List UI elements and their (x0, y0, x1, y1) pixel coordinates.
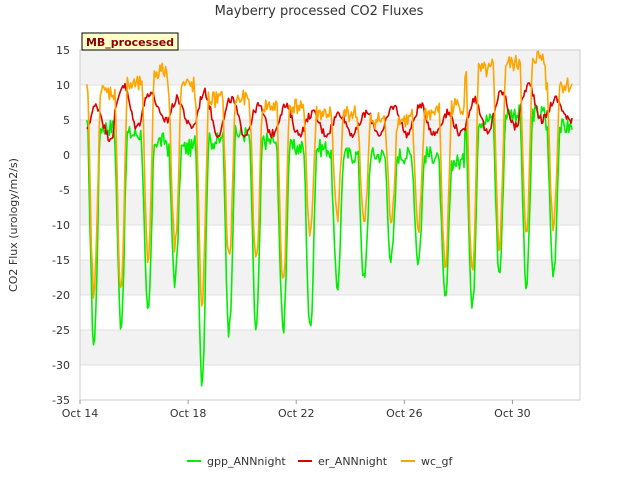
background-band (80, 225, 580, 260)
x-tick-label: Oct 30 (494, 407, 531, 420)
y-axis-title: CO2 Flux (urology/m2/s) (7, 158, 20, 292)
y-tick-label: 0 (63, 149, 70, 162)
y-tick-label: -30 (52, 359, 70, 372)
legend: gpp_ANNnight er_ANNnight wc_gf (187, 455, 454, 468)
chart-title: Mayberry processed CO2 Fluxes (215, 4, 424, 19)
y-tick-label: -35 (52, 394, 70, 407)
y-tick-label: -20 (52, 289, 70, 302)
background-band (80, 155, 580, 190)
x-tick-label: Oct 22 (278, 407, 315, 420)
y-tick-label: -25 (52, 324, 70, 337)
y-tick-label: 5 (63, 114, 70, 127)
x-tick-label: Oct 18 (170, 407, 207, 420)
y-tick-label: 15 (56, 44, 70, 57)
background-band (80, 330, 580, 365)
site-badge-label: MB_processed (86, 36, 174, 49)
series-line-gpp_ANNnight (86, 104, 573, 387)
background-band (80, 260, 580, 295)
y-tick-label: 10 (56, 79, 70, 92)
legend-label-wc_gf: wc_gf (421, 455, 454, 468)
legend-label-er_ANNnight: er_ANNnight (318, 455, 388, 468)
y-tick-label: -15 (52, 254, 70, 267)
background-band (80, 190, 580, 225)
plot-frame (79, 49, 581, 401)
y-axis-ticks: 15 10 5 0 -5 -10 -15 -20 -25 -30 -35 (52, 44, 70, 407)
x-tick-label: Oct 26 (386, 407, 423, 420)
series-line-wc_gf (86, 50, 573, 307)
legend-label-gpp_ANNnight: gpp_ANNnight (207, 455, 286, 468)
site-badge-box (81, 32, 179, 51)
x-tick-label: Oct 14 (62, 407, 99, 420)
x-axis-ticks: Oct 14 Oct 18 Oct 22 Oct 26 Oct 30 (62, 400, 531, 420)
y-tick-label: -10 (52, 219, 70, 232)
series-line-er_ANNnight (86, 82, 573, 142)
y-tick-label: -5 (59, 184, 70, 197)
background-band (80, 295, 580, 330)
background-band (80, 365, 580, 400)
series-lines (86, 50, 573, 387)
site-badge: MB_processed (81, 32, 179, 51)
